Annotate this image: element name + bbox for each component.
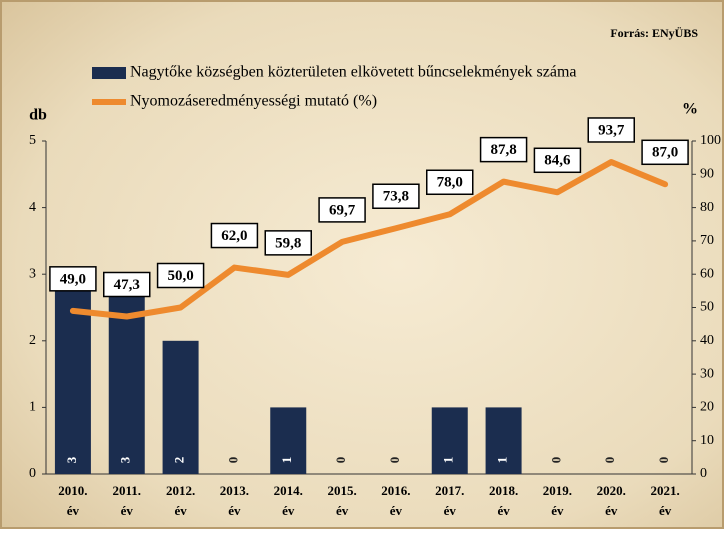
y2-tick-label: 0 xyxy=(700,466,707,481)
bar-value-label: 1 xyxy=(441,457,456,464)
y2-tick-label: 40 xyxy=(700,333,714,348)
bar xyxy=(485,407,522,474)
legend-label: Nagytőke községben közterületen elkövete… xyxy=(130,64,577,81)
y2-tick-label: 90 xyxy=(700,167,714,182)
bar-value-label: 1 xyxy=(279,457,294,464)
value-label-box xyxy=(533,147,582,174)
y2-tick-label: 20 xyxy=(700,400,714,415)
x-tick-label: 2016. év xyxy=(381,483,410,518)
y2-tick-label: 30 xyxy=(700,366,714,381)
x-tick-label: 2010. év xyxy=(58,483,87,518)
line-value-label: 49,0 xyxy=(60,271,86,287)
x-tick-label: 2020. év xyxy=(597,483,626,518)
bar-value-label: 3 xyxy=(64,456,79,463)
y-axis-label: db xyxy=(29,107,47,124)
y-tick-label: 1 xyxy=(29,400,36,415)
y-tick-label: 4 xyxy=(29,200,36,215)
y-tick-label: 5 xyxy=(29,133,36,148)
line xyxy=(69,158,669,320)
legend-swatch xyxy=(92,67,126,79)
bar-value-label: 0 xyxy=(602,457,617,464)
value-label-box xyxy=(49,266,97,292)
bar xyxy=(162,340,199,474)
y2-tick-label: 100 xyxy=(700,133,721,148)
y2-axis-label: % xyxy=(682,101,698,118)
x-tick-label: 2019. év xyxy=(543,483,572,518)
value-label-box xyxy=(479,136,528,163)
y2-tick-label: 60 xyxy=(700,266,714,281)
line-value-label: 50,0 xyxy=(167,268,193,284)
bar-value-label: 0 xyxy=(656,457,671,464)
bar-value-label: 0 xyxy=(225,457,240,464)
value-label-box xyxy=(641,139,689,166)
y-tick-label: 3 xyxy=(29,266,36,281)
y2-tick-label: 50 xyxy=(700,300,714,315)
line-value-label: 87,8 xyxy=(490,142,516,158)
source: Forrás: ENyÜBS xyxy=(610,26,698,40)
y2-tick-label: 70 xyxy=(700,233,714,248)
bar-value-label: 0 xyxy=(548,457,563,464)
x-tick-label: 2012. év xyxy=(166,483,195,518)
line-value-label: 73,8 xyxy=(383,189,409,205)
legend-label: Nyomozáseredményességi mutató (%) xyxy=(130,93,377,110)
line-value-label: 69,7 xyxy=(329,202,356,218)
line-value-label: 47,3 xyxy=(114,277,140,293)
x-tick-label: 2017. év xyxy=(435,483,464,518)
x-tick-label: 2013. év xyxy=(220,483,249,518)
value-label-box xyxy=(372,183,420,209)
line-value-label: 62,0 xyxy=(221,228,247,244)
line-value-label: 93,7 xyxy=(598,122,625,138)
value-label-box xyxy=(318,197,366,223)
bar xyxy=(54,274,91,474)
y-tick-label: 0 xyxy=(29,466,36,481)
line-value-label: 87,0 xyxy=(652,145,678,161)
bar xyxy=(108,274,145,474)
value-label-box xyxy=(587,117,635,143)
value-label-box xyxy=(156,262,205,289)
y2-tick-label: 80 xyxy=(700,200,714,215)
y-tick-label: 2 xyxy=(29,333,36,348)
y2-tick-label: 10 xyxy=(700,433,714,448)
line-value-label: 84,6 xyxy=(544,153,571,169)
line-value-label: 59,8 xyxy=(275,235,301,251)
x-tick-label: 2011. év xyxy=(112,483,141,518)
bar-value-label: 1 xyxy=(495,457,510,464)
value-label-box xyxy=(103,271,151,298)
bar-value-label: 3 xyxy=(118,456,133,463)
value-label-box xyxy=(426,169,474,196)
x-tick-label: 2018. év xyxy=(489,483,518,518)
bar xyxy=(431,407,468,474)
bar-value-label: 0 xyxy=(333,457,348,464)
x-tick-label: 2015. év xyxy=(327,483,356,518)
line-value-label: 78,0 xyxy=(437,175,463,191)
bar xyxy=(270,407,307,474)
value-label-box xyxy=(264,230,312,256)
x-tick-label: 2021. év xyxy=(650,483,679,518)
bar-value-label: 0 xyxy=(387,457,402,464)
x-tick-label: 2014. év xyxy=(274,483,303,518)
bar-value-label: 2 xyxy=(172,457,187,464)
value-label-box xyxy=(210,222,259,249)
